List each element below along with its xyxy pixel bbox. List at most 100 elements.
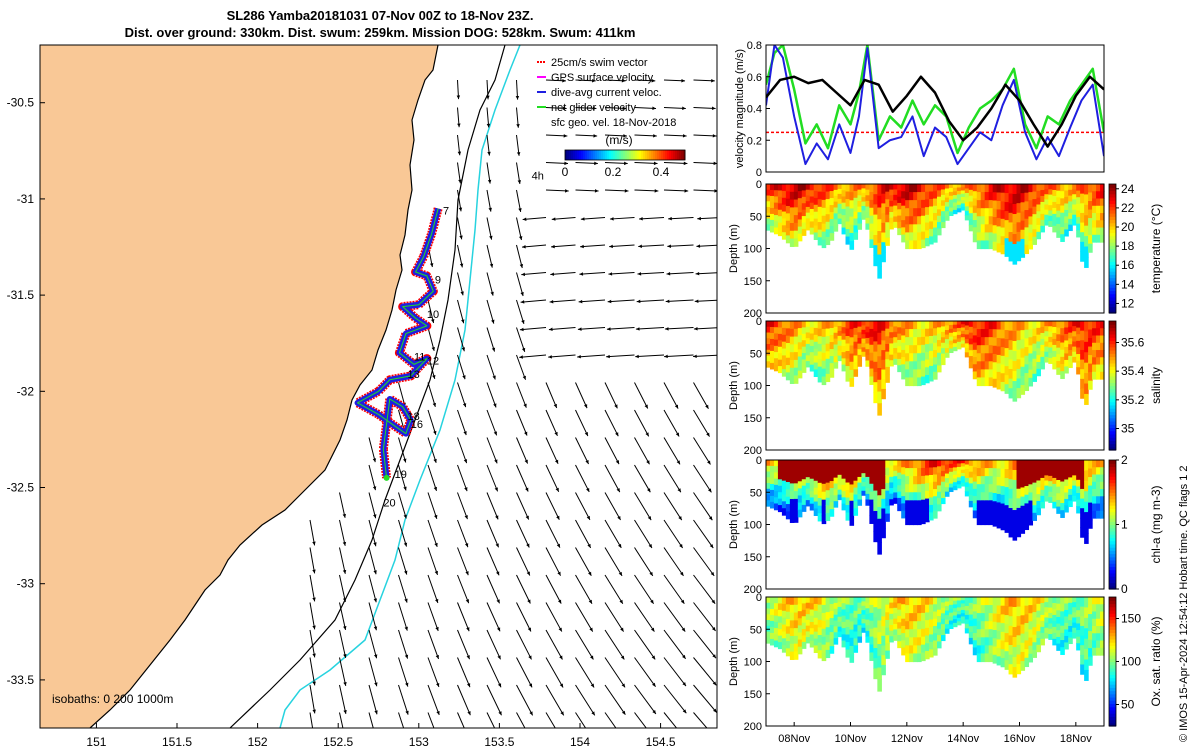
heatmap-cell — [1016, 517, 1022, 528]
velocity-arrow-head — [652, 682, 656, 687]
heatmap-cell — [992, 225, 998, 235]
heatmap-cell — [1056, 466, 1061, 474]
heatmap-cell — [1012, 381, 1018, 392]
velocity-arrow — [516, 602, 532, 632]
heatmap-cell — [809, 640, 815, 648]
heatmap-cell — [1088, 639, 1093, 649]
heatmap-cell — [825, 328, 831, 337]
heatmap-cell — [905, 240, 910, 250]
heatmap-cell — [1004, 505, 1010, 515]
heatmap-cell — [948, 328, 954, 334]
heatmap-cell — [1016, 606, 1022, 617]
legend-colorbar-segment — [597, 150, 600, 160]
heatmap-cell — [913, 240, 918, 250]
velocity-arrow-head — [680, 599, 685, 604]
heatmap-cell — [885, 475, 890, 484]
heatmap-cell — [952, 187, 958, 192]
heatmap-cell — [1008, 664, 1014, 675]
heatmap-cell — [1100, 481, 1105, 490]
heatmap-cell — [921, 207, 926, 217]
heatmap-cell — [1096, 234, 1101, 243]
heatmap-cell — [909, 508, 914, 518]
heatmap-cell — [877, 379, 882, 393]
heatmap-cell — [1028, 468, 1034, 477]
heatmap-cell — [821, 499, 827, 509]
heatmap-cell — [1044, 214, 1049, 221]
colorbar-segment — [1109, 203, 1116, 208]
heatmap-cell — [1084, 628, 1089, 640]
heatmap-cell — [960, 472, 966, 477]
heatmap-cell — [825, 467, 831, 476]
heatmap-cell — [1020, 339, 1026, 350]
heatmap-cell — [769, 219, 775, 227]
heatmap-cell — [857, 326, 863, 333]
heatmap-cell — [893, 189, 898, 196]
velocity-arrow-head — [437, 739, 440, 743]
heatmap-cell — [1100, 503, 1105, 512]
velocity-arrow — [545, 519, 561, 548]
heatmap-cell — [869, 207, 874, 217]
heatmap-cell — [1056, 347, 1061, 355]
velocity-arrow — [516, 464, 529, 492]
heatmap-cell — [968, 477, 974, 484]
velocity-arrow-head — [519, 355, 523, 359]
heatmap-cell — [917, 516, 922, 526]
heatmap-cell — [861, 321, 867, 326]
heatmap-cell — [861, 601, 867, 607]
heatmap-cell — [952, 611, 958, 617]
velocity-ytick-label: 0 — [756, 167, 762, 179]
heatmap-cell — [897, 622, 902, 630]
heatmap-cell — [913, 500, 918, 509]
heatmap-cell — [1044, 189, 1049, 195]
heatmap-cell — [936, 321, 942, 328]
heatmap-cell — [1044, 331, 1049, 337]
heatmap-cell — [1060, 488, 1065, 497]
legend-colorbar-segment — [611, 150, 614, 160]
velocity-arrow-head — [709, 544, 714, 549]
heatmap-cell — [1032, 619, 1037, 628]
velocity-arrow-head — [465, 599, 469, 604]
heatmap-cell — [885, 505, 890, 515]
colorbar-segment — [1109, 219, 1116, 224]
heatmap-cell — [837, 340, 843, 347]
heatmap-cell — [1092, 647, 1097, 656]
heatmap-cell — [917, 353, 922, 362]
heatmap-cell — [793, 467, 799, 477]
velocity-arrow-head — [465, 571, 469, 576]
heatmap-cell — [841, 184, 847, 191]
colorbar-segment — [1109, 193, 1116, 198]
heatmap-cell — [801, 603, 807, 611]
heatmap-cell — [849, 460, 855, 469]
heatmap-cell — [933, 328, 938, 337]
velocity-arrow-head — [557, 599, 562, 604]
heatmap-cell — [777, 472, 783, 480]
heatmap-cell — [833, 321, 839, 328]
heatmap-cell — [1024, 597, 1030, 607]
heatmap-cell — [817, 359, 823, 368]
heatmap-cell — [944, 601, 950, 607]
heatmap-cell — [1060, 640, 1065, 648]
velocity-arrow — [368, 519, 377, 547]
heatmap-cell — [980, 224, 986, 233]
heatmap-cell — [769, 597, 775, 604]
heatmap-cell — [992, 354, 998, 363]
heatmap-cell — [857, 200, 863, 208]
heatmap-cell — [1048, 352, 1053, 359]
velocity-arrow — [545, 437, 559, 465]
heatmap-cell — [921, 199, 926, 209]
heatmap-cell — [1028, 216, 1034, 226]
heatmap-cell — [901, 227, 906, 236]
heatmap-cell — [873, 627, 878, 639]
heatmap-cell — [865, 223, 870, 230]
heatmap-cell — [1084, 256, 1089, 268]
heatmap-cell — [1040, 460, 1045, 467]
heatmap-cell — [988, 468, 994, 477]
heatmap-cell — [1072, 189, 1077, 195]
heatmap-cell — [893, 358, 898, 365]
heatmap-cell — [777, 479, 783, 487]
heatmap-cell — [1020, 220, 1026, 231]
heatmap-cell — [1020, 460, 1026, 470]
heatmap-cell — [1016, 193, 1022, 204]
velocity-arrow — [427, 299, 435, 324]
velocity-arrow — [634, 492, 652, 521]
